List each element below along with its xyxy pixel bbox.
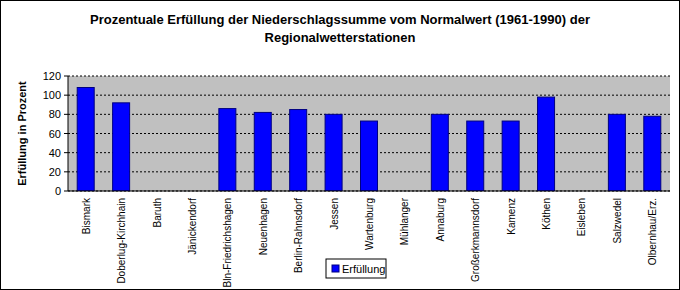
x-tick-label: Olbernhau/Erz.: [647, 198, 658, 265]
x-tick-label: Salzwedel: [612, 198, 623, 244]
title: Prozentuale Erfüllung der Niederschlagss…: [90, 12, 590, 45]
plot-area: [68, 76, 670, 191]
bar: [254, 112, 271, 191]
y-tick-label: 20: [49, 166, 61, 178]
x-tick-label: Köthen: [541, 198, 552, 230]
bar: [608, 114, 625, 191]
bar: [77, 88, 94, 192]
grid-line: [68, 114, 670, 115]
y-tick: [64, 95, 68, 96]
x-axis: [68, 191, 670, 192]
bar: [113, 103, 130, 191]
y-tick-label: 80: [49, 108, 61, 120]
legend-label: Erfüllung: [342, 263, 385, 275]
x-tick-label: Jänickendorf: [187, 198, 198, 255]
y-tick: [64, 171, 68, 172]
grid-line: [68, 191, 670, 192]
y-tick-label: 60: [49, 128, 61, 140]
x-tick-label: Kamenz: [506, 198, 517, 235]
x-tick-label: Eisleben: [576, 198, 587, 236]
bar: [431, 114, 448, 191]
legend: Erfüllung: [326, 259, 386, 278]
x-tick-label: Wartenburg: [364, 198, 375, 250]
x-tick-label: Jessen: [329, 198, 340, 230]
x-tick-label: Mühlanger: [399, 197, 410, 245]
x-tick-label: Baruth: [152, 198, 163, 227]
x-tick-label: Bismark: [81, 197, 92, 234]
bar: [644, 116, 661, 191]
y-tick: [64, 152, 68, 153]
bar: [502, 121, 519, 191]
y-tick-label: 0: [55, 185, 61, 197]
x-tick-label: Annaburg: [435, 198, 446, 241]
title-line: Regionalwetterstationen: [265, 30, 416, 45]
bar: [538, 97, 555, 191]
y-tick-label: 120: [43, 70, 61, 82]
x-tick-label: Berlin-Rahnsdorf: [293, 198, 304, 273]
bars: [77, 88, 661, 192]
legend-box: [326, 259, 386, 278]
y-tick-label: 40: [49, 147, 61, 159]
y-axis-label: Erfüllung in Prozent: [16, 81, 28, 186]
bar: [325, 114, 342, 191]
legend-swatch: [332, 265, 339, 272]
y-tick-label: 100: [43, 89, 61, 101]
y-tick: [64, 114, 68, 115]
x-tick-label: Doberlug-Kirchhain: [116, 198, 127, 284]
bar: [361, 121, 378, 191]
bar: [290, 110, 307, 191]
grid-line: [68, 76, 670, 77]
x-tick-label: Bln-Friedrichshagen: [222, 198, 233, 288]
bar: [219, 109, 236, 191]
chart-border: [1, 1, 680, 290]
y-axis: [68, 76, 69, 191]
grid-line: [68, 95, 670, 96]
bar: [467, 121, 484, 191]
x-tick-label: Neuenhagen: [258, 198, 269, 255]
y-tick: [64, 191, 68, 192]
y-tick: [64, 133, 68, 134]
chart: Prozentuale Erfüllung der Niederschlagss…: [0, 0, 680, 290]
y-tick: [64, 76, 68, 77]
x-tick-label: Großerkmannsdorf: [470, 198, 481, 282]
title-line: Prozentuale Erfüllung der Niederschlagss…: [90, 12, 590, 27]
